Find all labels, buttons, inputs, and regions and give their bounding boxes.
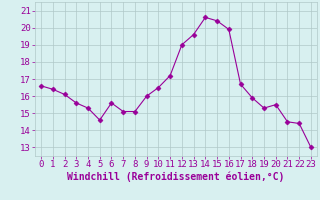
X-axis label: Windchill (Refroidissement éolien,°C): Windchill (Refroidissement éolien,°C) [67, 172, 285, 182]
